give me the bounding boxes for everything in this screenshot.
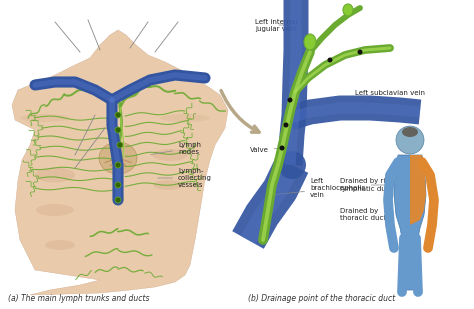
Text: Lymph
nodes: Lymph nodes bbox=[151, 142, 201, 154]
Ellipse shape bbox=[36, 204, 74, 216]
Circle shape bbox=[288, 98, 292, 103]
Polygon shape bbox=[394, 155, 426, 290]
Ellipse shape bbox=[343, 4, 353, 16]
Ellipse shape bbox=[304, 34, 316, 50]
Text: Valve: Valve bbox=[250, 147, 279, 153]
Polygon shape bbox=[410, 155, 426, 225]
Text: (b) Drainage point of the thoracic duct: (b) Drainage point of the thoracic duct bbox=[248, 294, 395, 303]
Text: Drained by right
lymphatic duct: Drained by right lymphatic duct bbox=[340, 179, 397, 192]
Ellipse shape bbox=[153, 180, 183, 190]
Text: Left
brachiocephalic
vein: Left brachiocephalic vein bbox=[273, 178, 365, 198]
Circle shape bbox=[396, 126, 424, 154]
Ellipse shape bbox=[402, 127, 418, 137]
Circle shape bbox=[117, 142, 123, 148]
Circle shape bbox=[278, 151, 306, 179]
Ellipse shape bbox=[35, 167, 75, 183]
Ellipse shape bbox=[160, 114, 210, 122]
Circle shape bbox=[283, 122, 289, 128]
Ellipse shape bbox=[153, 149, 188, 161]
Text: Lymph-
collecting
vessels: Lymph- collecting vessels bbox=[158, 168, 212, 188]
Circle shape bbox=[115, 182, 121, 188]
Ellipse shape bbox=[45, 240, 75, 250]
Polygon shape bbox=[12, 30, 228, 295]
Text: Left subclavian vein: Left subclavian vein bbox=[355, 90, 425, 107]
Circle shape bbox=[280, 146, 284, 150]
Text: (a) The main lymph trunks and ducts: (a) The main lymph trunks and ducts bbox=[8, 294, 149, 303]
Circle shape bbox=[115, 197, 121, 203]
Circle shape bbox=[115, 112, 121, 118]
Text: Left internal
jugular vein: Left internal jugular vein bbox=[255, 19, 297, 32]
Circle shape bbox=[115, 162, 121, 168]
Text: Drained by
thoracic duct: Drained by thoracic duct bbox=[340, 209, 390, 222]
Circle shape bbox=[115, 127, 121, 133]
Circle shape bbox=[328, 57, 332, 62]
Ellipse shape bbox=[20, 114, 70, 122]
Circle shape bbox=[357, 49, 363, 54]
Ellipse shape bbox=[99, 142, 137, 174]
